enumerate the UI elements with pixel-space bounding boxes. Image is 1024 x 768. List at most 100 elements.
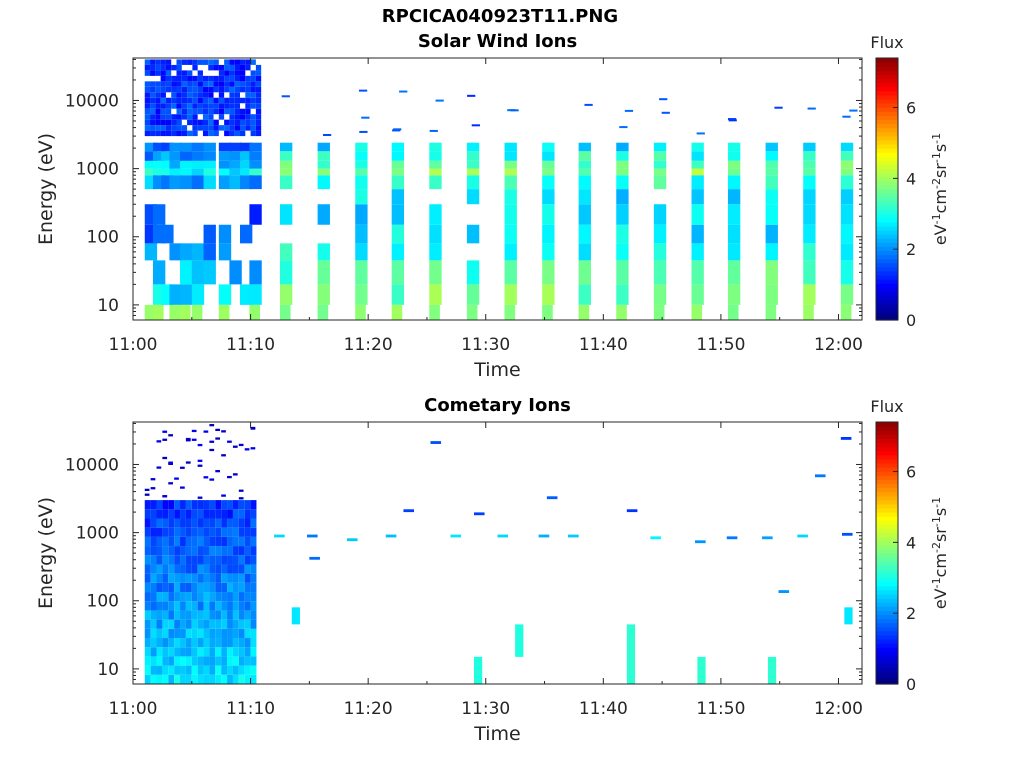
flux-cell (155, 97, 161, 104)
flux-cell (234, 81, 240, 87)
flux-cell (197, 536, 204, 547)
flux-cell (160, 92, 166, 98)
flux-cell (144, 546, 151, 556)
colorbar-segment (876, 643, 898, 648)
colorbar-segment (876, 221, 898, 227)
colorbar-frame (875, 421, 899, 685)
flux-cell (234, 59, 240, 65)
colorbar-segment (876, 172, 898, 178)
flux-cell (209, 619, 216, 629)
flux-cell (221, 564, 228, 574)
flux-cell (180, 168, 193, 176)
flux-cell (180, 619, 186, 629)
flux-cell (232, 518, 239, 528)
flux-cell (209, 564, 216, 574)
flux-cell (546, 496, 558, 500)
colorbar-segment (876, 135, 898, 141)
flux-cell (281, 95, 290, 98)
panel-title-solar-wind: Solar Wind Ions (417, 31, 578, 52)
flux-cell (156, 440, 162, 443)
flux-cell (161, 160, 174, 169)
flux-cell (250, 426, 256, 430)
flux-cell (765, 204, 778, 225)
flux-cell (803, 224, 816, 244)
flux-cell (160, 125, 166, 131)
flux-cell (229, 114, 235, 120)
flux-cell (165, 108, 172, 115)
flux-cell (150, 601, 157, 611)
flux-cell (232, 619, 239, 629)
flux-cell (174, 555, 181, 565)
flux-cell (840, 151, 854, 161)
colorbar-segment (876, 675, 898, 681)
flux-cell (224, 125, 230, 131)
flux-cell (197, 108, 203, 115)
flux-cell (197, 665, 204, 675)
flux-cell (174, 592, 181, 602)
colorbar-segment (876, 577, 898, 583)
colorbar-segment (876, 585, 898, 591)
spectrogram-cells (144, 59, 858, 320)
flux-cell (174, 610, 181, 620)
flux-cell (429, 151, 442, 161)
flux-cell (221, 638, 228, 648)
flux-cell (144, 610, 151, 620)
flux-cell (624, 109, 634, 112)
colorbar-segment (876, 311, 898, 317)
flux-cell (224, 119, 230, 126)
flux-cell (171, 114, 177, 120)
flux-cell (160, 114, 166, 120)
flux-cell (221, 518, 228, 528)
flux-cell (765, 224, 778, 244)
flux-cell (250, 518, 257, 528)
flux-cell (174, 656, 181, 666)
flux-cell (385, 534, 397, 538)
flux-cell (191, 628, 198, 639)
colorbar-segment (876, 98, 898, 104)
colorbar-segment (876, 479, 898, 485)
flux-cell (653, 175, 667, 190)
flux-cell (279, 284, 293, 305)
colorbar-tick-label: 0 (906, 311, 916, 330)
flux-cell (218, 64, 225, 71)
flux-cell (691, 243, 704, 261)
flux-cell (191, 656, 198, 666)
flux-cell (155, 92, 161, 98)
flux-cell (727, 204, 741, 225)
flux-cell (162, 665, 169, 675)
flux-cell (616, 224, 629, 244)
flux-cell (187, 59, 193, 65)
flux-cell (542, 260, 555, 285)
flux-cell (197, 555, 204, 565)
flux-cell (653, 142, 667, 152)
flux-cell (218, 125, 225, 131)
flux-cell (238, 628, 245, 639)
flux-cell (171, 130, 177, 137)
flux-cell (203, 656, 210, 666)
flux-cell (213, 64, 219, 71)
flux-cell (203, 592, 210, 602)
flux-cell (215, 582, 222, 593)
flux-cell (215, 518, 222, 528)
flux-cell (244, 582, 251, 593)
flux-cell (180, 486, 185, 489)
flux-cell (279, 160, 293, 169)
flux-cell (245, 86, 251, 93)
flux-cell (238, 509, 245, 519)
flux-cell (697, 656, 706, 684)
flux-cell (218, 224, 232, 244)
flux-cell (185, 555, 192, 565)
flux-cell (192, 81, 198, 87)
flux-cell (250, 119, 256, 126)
colorbar-segment (876, 475, 898, 480)
flux-cell (169, 304, 181, 320)
colorbar-segment (876, 66, 898, 71)
colorbar-segment (876, 94, 898, 100)
flux-cell (238, 665, 245, 675)
flux-cell (229, 108, 235, 115)
flux-cell (144, 493, 150, 496)
flux-cell (391, 243, 405, 261)
flux-cell (466, 168, 480, 176)
colorbar-segment (876, 638, 898, 644)
flux-cell (208, 130, 214, 137)
